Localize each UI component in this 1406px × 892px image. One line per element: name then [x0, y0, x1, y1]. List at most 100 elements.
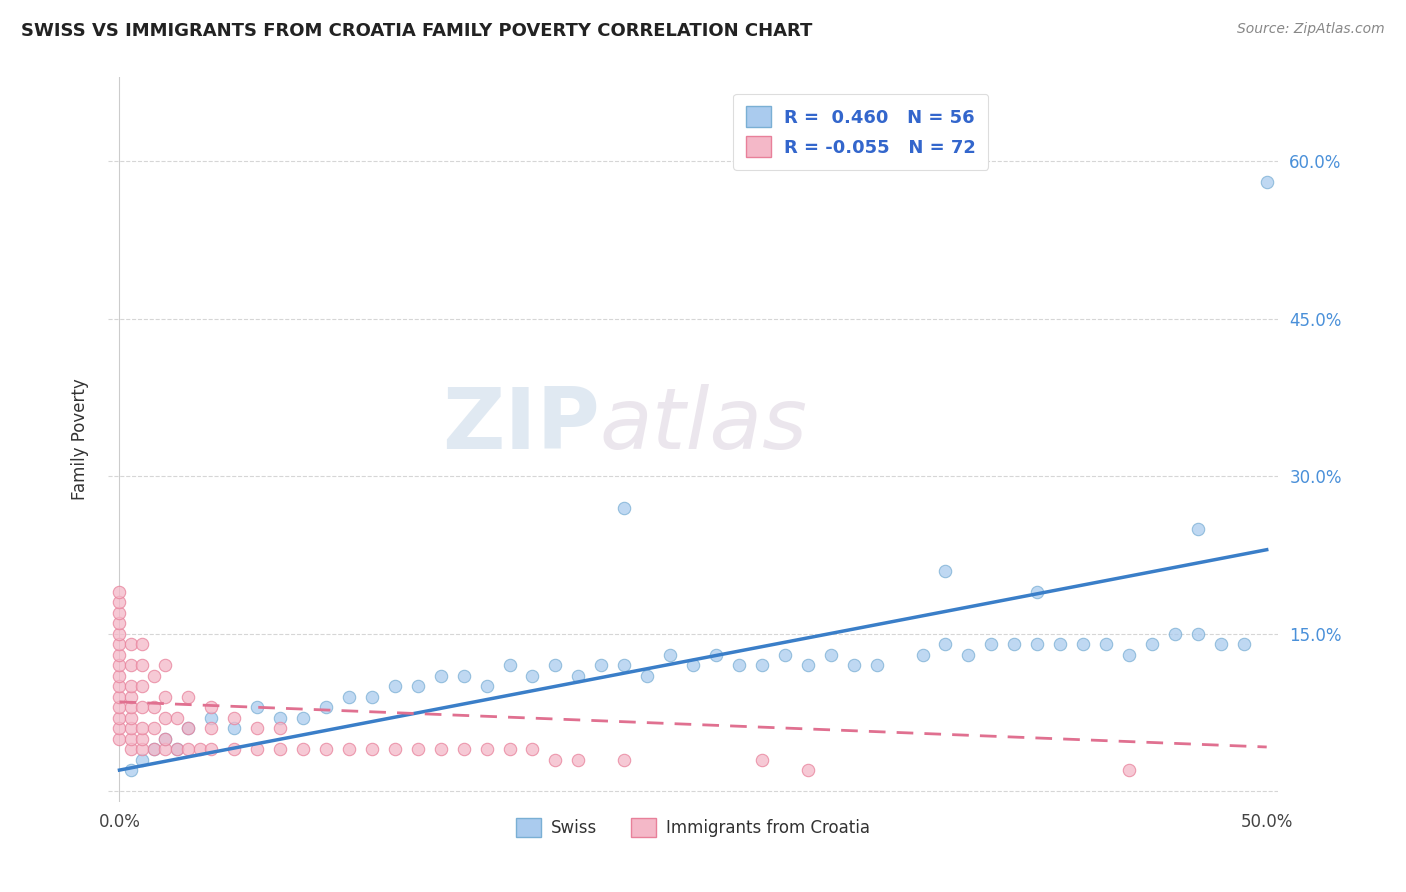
Point: [934, 564, 956, 578]
Point: [120, 711, 142, 725]
Point: [155, 711, 177, 725]
Point: [522, 668, 544, 682]
Point: [1002, 637, 1025, 651]
Legend: Swiss, Immigrants from Croatia: Swiss, Immigrants from Croatia: [509, 812, 876, 844]
Point: [613, 500, 636, 515]
Point: [980, 637, 1002, 651]
Point: [704, 648, 727, 662]
Point: [498, 742, 520, 756]
Point: [142, 668, 165, 682]
Point: [155, 690, 177, 704]
Point: [246, 700, 269, 714]
Point: [1256, 175, 1278, 189]
Point: [544, 753, 567, 767]
Point: [246, 742, 269, 756]
Point: [142, 721, 165, 735]
Point: [131, 637, 153, 651]
Point: [1095, 637, 1118, 651]
Point: [131, 742, 153, 756]
Point: [142, 742, 165, 756]
Point: [1049, 637, 1071, 651]
Point: [522, 742, 544, 756]
Point: [120, 742, 142, 756]
Point: [108, 731, 131, 746]
Point: [384, 679, 406, 693]
Point: [200, 742, 222, 756]
Point: [751, 753, 773, 767]
Point: [108, 721, 131, 735]
Point: [108, 711, 131, 725]
Point: [429, 668, 451, 682]
Point: [108, 616, 131, 631]
Point: [1118, 763, 1140, 777]
Point: [131, 731, 153, 746]
Point: [636, 668, 658, 682]
Point: [224, 721, 246, 735]
Point: [108, 584, 131, 599]
Point: [108, 679, 131, 693]
Point: [360, 742, 382, 756]
Point: [797, 658, 820, 673]
Point: [120, 637, 142, 651]
Point: [166, 742, 188, 756]
Point: [384, 742, 406, 756]
Point: [337, 742, 360, 756]
Point: [797, 763, 820, 777]
Point: [142, 742, 165, 756]
Point: [108, 700, 131, 714]
Point: [475, 742, 498, 756]
Point: [1187, 522, 1209, 536]
Point: [269, 742, 291, 756]
Point: [120, 721, 142, 735]
Point: [108, 648, 131, 662]
Point: [659, 648, 682, 662]
Point: [751, 658, 773, 673]
Point: [108, 595, 131, 609]
Text: SWISS VS IMMIGRANTS FROM CROATIA FAMILY POVERTY CORRELATION CHART: SWISS VS IMMIGRANTS FROM CROATIA FAMILY …: [21, 22, 813, 40]
Point: [1209, 637, 1232, 651]
Point: [315, 742, 337, 756]
Point: [911, 648, 934, 662]
Point: [108, 690, 131, 704]
Point: [1140, 637, 1163, 651]
Point: [1026, 584, 1049, 599]
Point: [1164, 626, 1187, 640]
Point: [200, 700, 222, 714]
Point: [120, 763, 142, 777]
Point: [429, 742, 451, 756]
Point: [177, 721, 200, 735]
Point: [108, 658, 131, 673]
Point: [177, 721, 200, 735]
Point: [475, 679, 498, 693]
Point: [155, 658, 177, 673]
Point: [108, 668, 131, 682]
Point: [957, 648, 980, 662]
Point: [155, 742, 177, 756]
Point: [108, 606, 131, 620]
Point: [166, 711, 188, 725]
Point: [934, 637, 956, 651]
Point: [120, 658, 142, 673]
Point: [567, 753, 589, 767]
Point: [1187, 626, 1209, 640]
Point: [292, 711, 315, 725]
Point: [269, 711, 291, 725]
Text: Source: ZipAtlas.com: Source: ZipAtlas.com: [1237, 22, 1385, 37]
Point: [200, 711, 222, 725]
Point: [682, 658, 704, 673]
Point: [131, 679, 153, 693]
Point: [120, 700, 142, 714]
Point: [567, 668, 589, 682]
Point: [224, 711, 246, 725]
Point: [188, 742, 211, 756]
Point: [728, 658, 751, 673]
Point: [269, 721, 291, 735]
Point: [315, 700, 337, 714]
Point: [866, 658, 889, 673]
Point: [406, 742, 429, 756]
Point: [177, 690, 200, 704]
Point: [337, 690, 360, 704]
Point: [544, 658, 567, 673]
Point: [1071, 637, 1094, 651]
Point: [177, 742, 200, 756]
